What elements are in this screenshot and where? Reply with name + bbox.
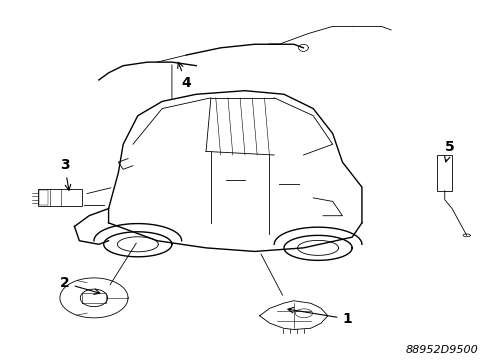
Text: 2: 2: [60, 276, 100, 294]
Text: 4: 4: [178, 62, 192, 90]
Bar: [38, 189, 82, 206]
Bar: [438, 155, 452, 191]
Text: 3: 3: [60, 158, 71, 190]
Text: 1: 1: [288, 307, 352, 326]
Text: 5: 5: [444, 140, 455, 162]
Text: 88952D9500: 88952D9500: [406, 345, 479, 355]
Bar: [39, 190, 48, 205]
